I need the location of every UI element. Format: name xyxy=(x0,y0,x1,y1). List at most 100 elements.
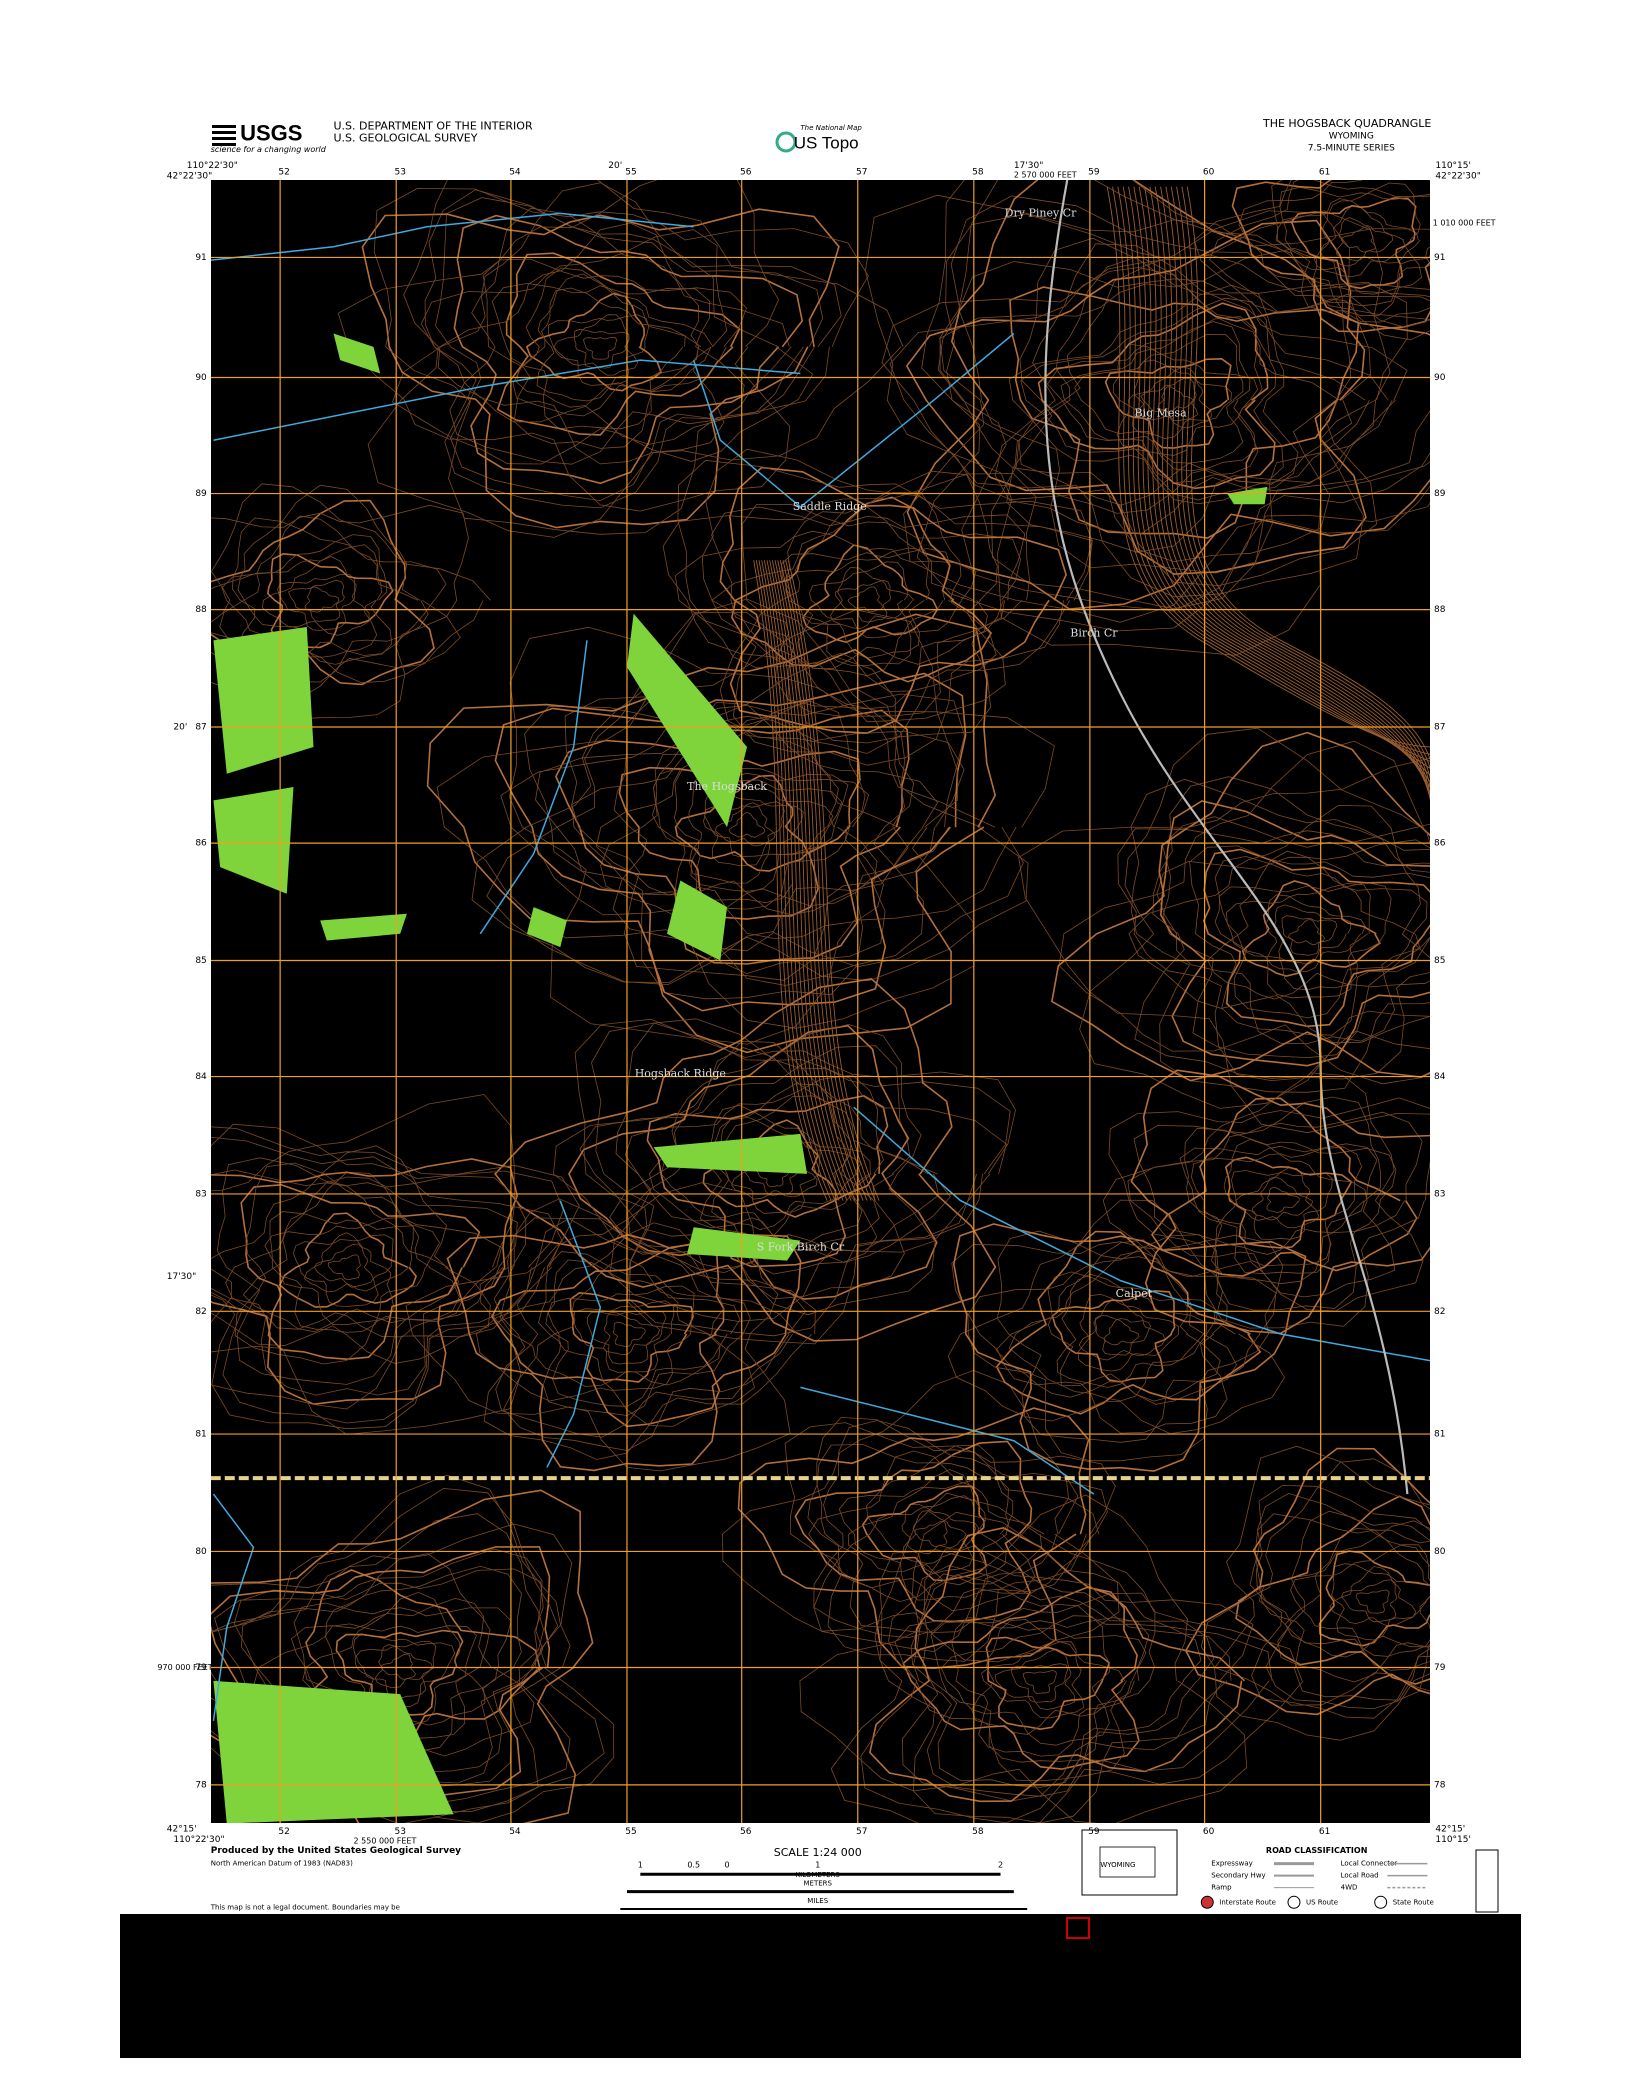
contour xyxy=(225,1171,460,1338)
contour xyxy=(264,1217,414,1326)
mid-label: 17'30" xyxy=(167,1272,197,1282)
contour xyxy=(1051,1289,1176,1383)
vegetation xyxy=(687,1227,801,1261)
place-name: Hogsback Ridge xyxy=(635,1067,726,1080)
contour xyxy=(750,506,988,670)
northing-label: 91 xyxy=(1434,253,1445,263)
contour xyxy=(536,1257,721,1387)
contour xyxy=(835,579,892,623)
contour xyxy=(231,517,447,683)
feet-label: 2 570 000 FEET xyxy=(1014,170,1077,179)
contour xyxy=(1018,757,1430,1134)
route-shield xyxy=(1200,1895,1214,1909)
contour xyxy=(269,1211,440,1333)
contour xyxy=(848,1468,1007,1586)
easting-label: 57 xyxy=(856,168,867,178)
corner-label: 42°22'30" xyxy=(1435,172,1480,182)
contour xyxy=(646,1094,889,1268)
stream xyxy=(853,1106,1430,1362)
corner-label: 42°15' xyxy=(1435,1824,1465,1834)
contour xyxy=(838,1450,1045,1603)
contour xyxy=(483,1198,816,1460)
contour xyxy=(240,1183,481,1361)
usgs-stripes xyxy=(212,125,236,146)
contour xyxy=(508,626,1055,1045)
contour xyxy=(1022,1669,1057,1695)
contour xyxy=(1159,800,1430,1067)
contour xyxy=(600,701,909,922)
contour xyxy=(995,1239,1237,1405)
contour xyxy=(211,484,461,684)
contour xyxy=(516,273,702,408)
contour xyxy=(1281,915,1338,956)
northing-label: 91 xyxy=(195,253,206,263)
easting-label: 61 xyxy=(1319,1827,1330,1837)
easting-label: 59 xyxy=(1088,1827,1100,1837)
northing-label: 90 xyxy=(195,373,207,383)
vegetation xyxy=(626,613,748,828)
contour xyxy=(1128,186,1430,776)
contour xyxy=(583,337,618,360)
contour xyxy=(1133,1111,1423,1311)
corner-label: 110°22'30" xyxy=(187,161,238,171)
contour xyxy=(1271,180,1430,316)
contour xyxy=(769,560,852,1201)
contour xyxy=(1258,1520,1430,1671)
contour xyxy=(677,459,1093,766)
contour xyxy=(1056,1273,1208,1388)
contour xyxy=(799,1494,1248,1823)
contour xyxy=(373,187,869,535)
contour xyxy=(809,561,909,639)
contour xyxy=(491,282,710,430)
contour xyxy=(1179,1143,1378,1275)
easting-label: 58 xyxy=(972,1827,984,1837)
contour xyxy=(1284,1528,1430,1658)
contour xyxy=(211,1094,527,1435)
disclaimer: This map is not a legal document. Bounda… xyxy=(210,1904,400,1912)
vegetation xyxy=(1227,486,1268,505)
contour xyxy=(1335,217,1394,262)
contour xyxy=(573,328,630,369)
contour xyxy=(1331,1563,1430,1641)
contour xyxy=(701,448,1093,754)
contour xyxy=(573,1300,675,1373)
contour xyxy=(1215,1138,1368,1255)
northing-label: 80 xyxy=(1434,1547,1446,1557)
easting-label: 61 xyxy=(1319,168,1330,178)
contour xyxy=(392,182,814,465)
contour xyxy=(211,504,469,720)
place-name: Birch Cr xyxy=(1070,627,1118,640)
contour xyxy=(916,180,1430,632)
northing-label: 78 xyxy=(195,1780,207,1790)
route-label: State Route xyxy=(1393,1898,1434,1906)
contour xyxy=(211,1123,563,1410)
contour xyxy=(609,1018,1007,1322)
feet-label: 2 550 000 FEET xyxy=(354,1836,417,1845)
contour xyxy=(602,1312,661,1356)
contour xyxy=(994,243,1393,534)
contour xyxy=(525,292,663,392)
corner-label: 42°15' xyxy=(167,1824,197,1834)
contour xyxy=(1144,186,1430,794)
contour xyxy=(1235,1495,1430,1685)
contour xyxy=(1151,1097,1418,1277)
corner-label: 42°22'30" xyxy=(167,172,212,182)
contour xyxy=(288,579,345,622)
northing-label: 88 xyxy=(195,605,207,615)
contour xyxy=(627,1047,940,1270)
road-class: Ramp xyxy=(1211,1884,1232,1892)
easting-label: 55 xyxy=(625,1827,636,1837)
easting-label: 60 xyxy=(1203,1827,1215,1837)
contour xyxy=(994,1648,1076,1710)
road-heading: ROAD CLASSIFICATION xyxy=(1266,1846,1367,1855)
easting-label: 58 xyxy=(972,168,984,178)
place-name: Big Mesa xyxy=(1135,407,1188,420)
contour xyxy=(784,1422,1116,1662)
contour xyxy=(673,769,843,892)
contour xyxy=(703,789,804,866)
northing-label: 87 xyxy=(1434,723,1445,733)
contour xyxy=(304,586,340,613)
contour xyxy=(1154,186,1430,801)
contour xyxy=(719,466,1067,734)
